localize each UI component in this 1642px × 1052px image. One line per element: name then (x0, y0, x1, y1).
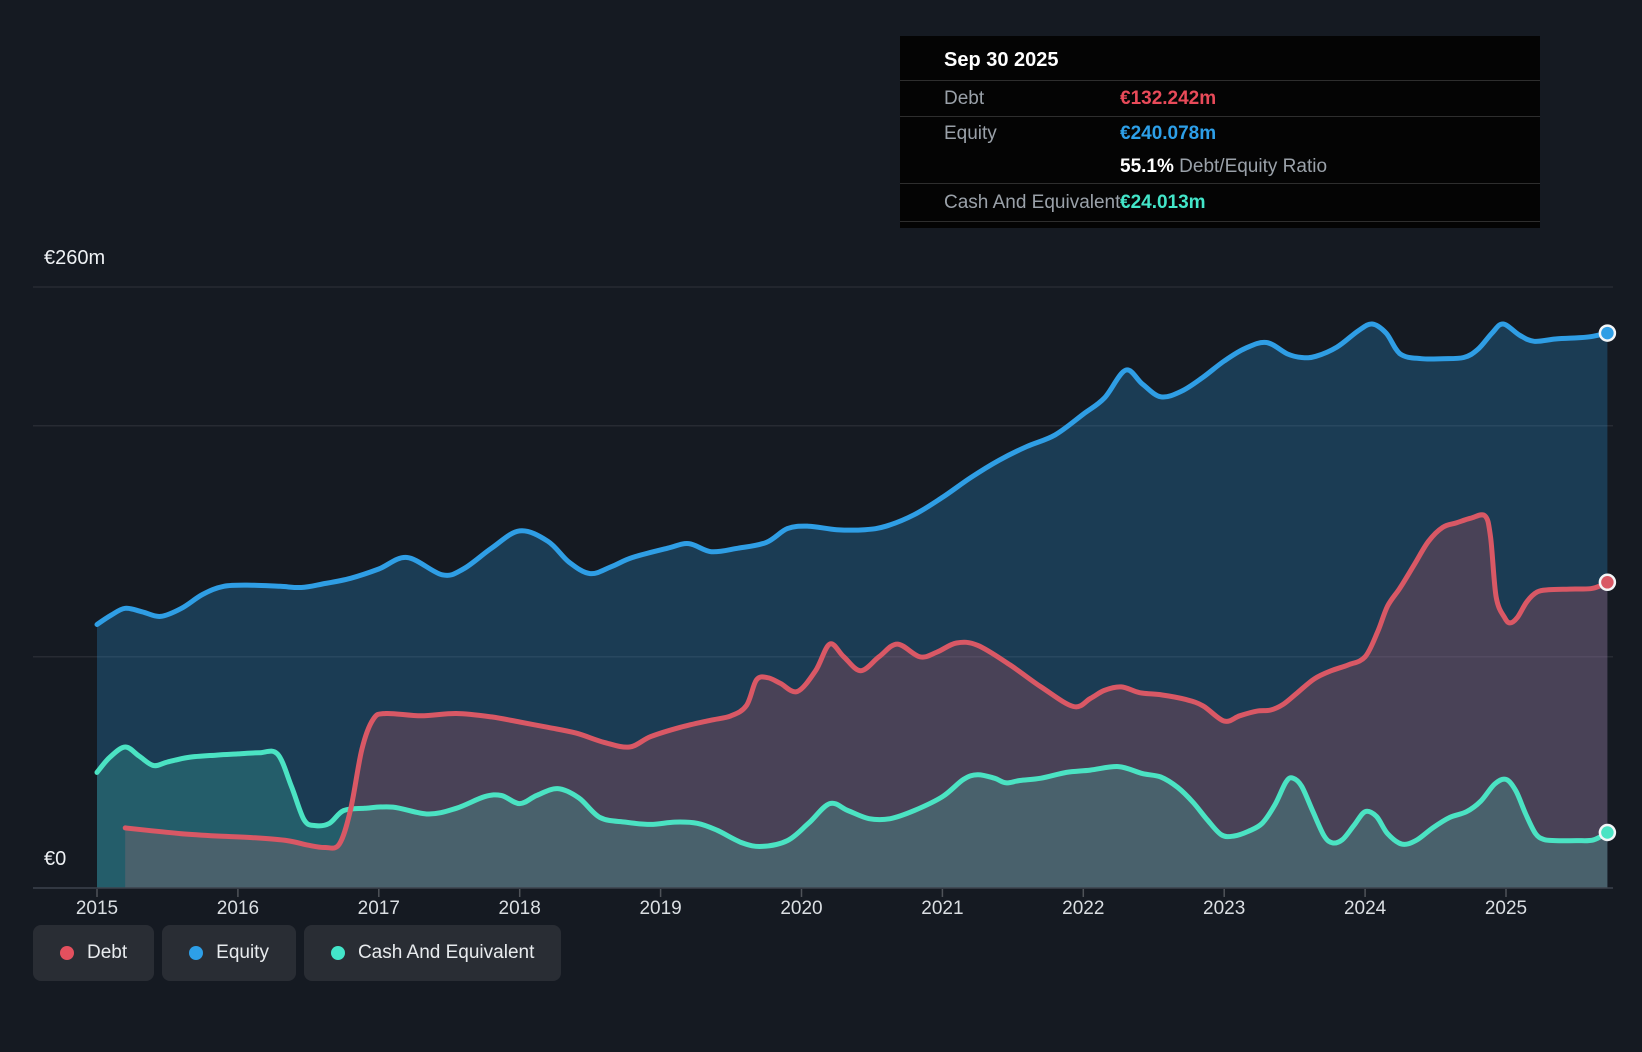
tooltip-row-debt: Debt €132.242m (900, 81, 1540, 117)
legend-item-label: Debt (87, 942, 127, 964)
legend-item-cash[interactable]: Cash And Equivalent (304, 925, 561, 981)
tooltip-row-ratio: 55.1% Debt/Equity Ratio (900, 150, 1540, 184)
debt-endpoint-dot (1600, 575, 1615, 590)
chart-legend: Debt Equity Cash And Equivalent (33, 925, 561, 981)
x-axis-label: 2025 (1485, 898, 1527, 919)
x-axis-label: 2020 (780, 898, 822, 919)
x-axis-label: 2021 (921, 898, 963, 919)
tooltip-equity-label: Equity (944, 117, 997, 150)
tooltip-row-cash: Cash And Equivalent €24.013m (900, 184, 1540, 222)
x-axis-label: 2017 (358, 898, 400, 919)
tooltip-equity-value: €240.078m (1120, 117, 1216, 150)
tooltip-ratio: 55.1% Debt/Equity Ratio (1120, 150, 1327, 183)
tooltip-cash-value: €24.013m (1120, 184, 1206, 221)
x-axis-label: 2018 (499, 898, 541, 919)
tooltip-ratio-value: 55.1% (1120, 156, 1174, 177)
x-axis-label: 2022 (1062, 898, 1104, 919)
legend-item-label: Equity (216, 942, 269, 964)
equity-legend-dot-icon (189, 946, 203, 960)
y-axis-label: €260m (44, 247, 105, 269)
x-axis-label: 2015 (76, 898, 118, 919)
chart-tooltip: Sep 30 2025 Debt €132.242m Equity €240.0… (900, 36, 1540, 228)
x-axis-label: 2024 (1344, 898, 1387, 919)
tooltip-date: Sep 30 2025 (900, 36, 1540, 81)
legend-item-label: Cash And Equivalent (358, 942, 534, 964)
tooltip-row-equity: Equity €240.078m (900, 117, 1540, 150)
debt-equity-chart-page: 2015 2016 2017 2018 2019 2020 2021 2022 2023 2024… (0, 0, 1642, 1052)
legend-item-debt[interactable]: Debt (33, 925, 154, 981)
equity-endpoint-dot (1600, 326, 1615, 341)
debt-legend-dot-icon (60, 946, 74, 960)
x-axis-label: 2019 (639, 898, 681, 919)
tooltip-ratio-label: Debt/Equity Ratio (1179, 156, 1327, 177)
x-axis-label: 2023 (1203, 898, 1245, 919)
tooltip-cash-label: Cash And Equivalent (944, 184, 1120, 221)
cash-endpoint-dot (1600, 825, 1615, 840)
cash-legend-dot-icon (331, 946, 345, 960)
tooltip-debt-value: €132.242m (1120, 81, 1216, 116)
legend-item-equity[interactable]: Equity (162, 925, 296, 981)
tooltip-debt-label: Debt (944, 81, 984, 116)
y-axis-label: €0 (44, 848, 66, 870)
x-axis-label: 2016 (217, 898, 259, 919)
